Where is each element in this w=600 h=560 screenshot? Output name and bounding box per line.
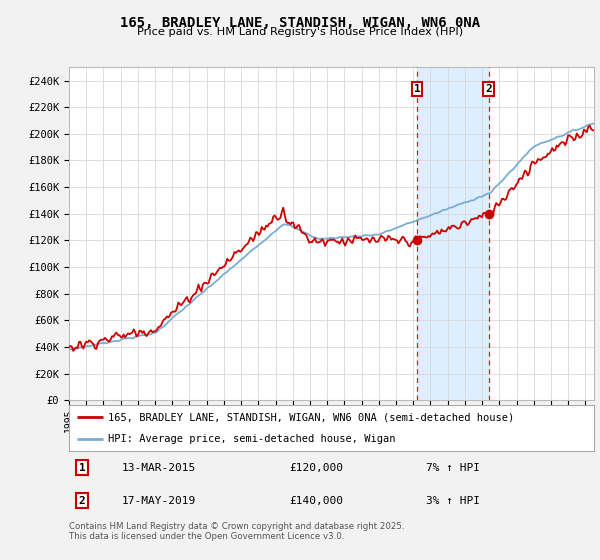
- Text: 3% ↑ HPI: 3% ↑ HPI: [426, 496, 480, 506]
- Text: Price paid vs. HM Land Registry's House Price Index (HPI): Price paid vs. HM Land Registry's House …: [137, 27, 463, 38]
- Text: £140,000: £140,000: [290, 496, 343, 506]
- Bar: [417, 67, 488, 400]
- Text: £120,000: £120,000: [290, 463, 343, 473]
- Text: 1: 1: [413, 84, 420, 94]
- Text: HPI: Average price, semi-detached house, Wigan: HPI: Average price, semi-detached house,…: [109, 435, 396, 444]
- Text: 1: 1: [79, 463, 86, 473]
- Text: 7% ↑ HPI: 7% ↑ HPI: [426, 463, 480, 473]
- Text: 2: 2: [79, 496, 86, 506]
- Text: 165, BRADLEY LANE, STANDISH, WIGAN, WN6 0NA: 165, BRADLEY LANE, STANDISH, WIGAN, WN6 …: [120, 16, 480, 30]
- Text: 13-MAR-2015: 13-MAR-2015: [121, 463, 196, 473]
- Text: 2: 2: [485, 84, 492, 94]
- Text: Contains HM Land Registry data © Crown copyright and database right 2025.
This d: Contains HM Land Registry data © Crown c…: [69, 522, 404, 542]
- Text: 17-MAY-2019: 17-MAY-2019: [121, 496, 196, 506]
- Text: 165, BRADLEY LANE, STANDISH, WIGAN, WN6 0NA (semi-detached house): 165, BRADLEY LANE, STANDISH, WIGAN, WN6 …: [109, 412, 515, 422]
